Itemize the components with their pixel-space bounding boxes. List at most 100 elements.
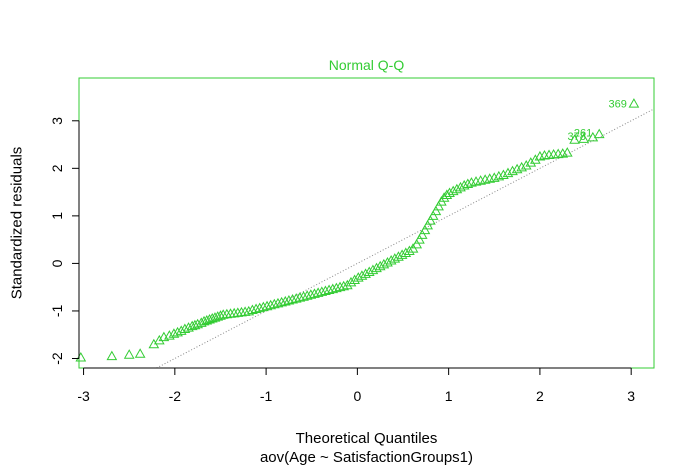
y-axis: -2 -1 0 1 2 3 [49, 117, 80, 365]
data-point [447, 185, 459, 196]
data-point [378, 258, 390, 269]
data-point [250, 303, 262, 314]
data-point [444, 187, 455, 198]
data-point [215, 310, 226, 320]
data-point [493, 170, 505, 181]
chart-subtitle: aov(Age ~ SatisfactionGroups1) [260, 449, 473, 466]
data-point [123, 349, 135, 359]
data-point [247, 304, 258, 314]
data-point [498, 169, 509, 179]
data-point [323, 284, 335, 295]
data-point [569, 134, 580, 144]
data-point [254, 302, 266, 313]
data-point [309, 288, 320, 298]
x-tick-label: -2 [169, 388, 182, 404]
data-point [427, 210, 439, 220]
data-point [258, 301, 269, 312]
data-point [283, 294, 295, 305]
data-point [305, 289, 317, 299]
data-point [458, 179, 470, 190]
data-point [367, 264, 379, 275]
data-point [106, 350, 118, 361]
data-point [507, 165, 518, 176]
data-point [134, 348, 146, 358]
data-point [628, 98, 640, 108]
y-tick-label: 3 [49, 117, 65, 125]
data-point [312, 287, 324, 297]
data-point [327, 283, 339, 294]
data-point [451, 183, 463, 194]
data-point [578, 133, 590, 143]
data-point [268, 298, 280, 309]
data-points [75, 98, 640, 362]
data-point [172, 326, 183, 337]
data-point [516, 161, 528, 172]
data-point [455, 181, 466, 192]
x-tick-label: 0 [353, 388, 361, 404]
reference-line [156, 108, 655, 369]
data-point [179, 323, 191, 334]
data-point [382, 256, 393, 267]
data-point [525, 157, 537, 167]
data-point [511, 163, 523, 174]
data-point [520, 159, 532, 170]
data-point [438, 192, 450, 202]
data-point [425, 215, 436, 225]
data-point [294, 292, 306, 302]
data-point [164, 330, 175, 340]
data-point [356, 270, 368, 280]
data-point [75, 352, 87, 362]
x-tick-label: -3 [77, 388, 90, 404]
data-point [345, 276, 357, 287]
data-point [272, 297, 284, 308]
data-point [488, 172, 500, 182]
y-tick-label: 1 [49, 212, 65, 220]
data-point [287, 294, 298, 304]
data-point [338, 280, 350, 291]
data-point [341, 279, 353, 290]
data-point [290, 293, 302, 303]
data-point [422, 219, 434, 230]
y-tick-label: -1 [49, 305, 65, 318]
data-point [419, 224, 431, 235]
point-label: 369 [609, 99, 627, 111]
y-tick-label: -2 [49, 352, 65, 365]
data-point [593, 128, 605, 139]
data-point [316, 286, 328, 296]
x-axis: -3 -2 -1 0 1 2 3 [77, 367, 635, 404]
data-point [416, 229, 428, 239]
y-tick-label: 0 [49, 259, 65, 267]
data-point [261, 300, 273, 311]
y-tick-label: 2 [49, 164, 65, 172]
x-tick-label: -1 [260, 388, 273, 404]
data-point [363, 266, 375, 276]
data-point [298, 291, 309, 301]
data-point [561, 147, 573, 157]
x-tick-label: 2 [536, 388, 544, 404]
data-point [334, 281, 346, 292]
x-tick-label: 1 [445, 388, 453, 404]
data-point [462, 178, 474, 189]
x-tick-label: 3 [627, 388, 635, 404]
data-point [502, 167, 514, 178]
data-point [265, 299, 277, 310]
data-point [371, 262, 382, 273]
data-point [414, 234, 425, 244]
data-point [393, 251, 404, 261]
data-point [374, 260, 386, 271]
data-point [352, 272, 364, 282]
data-point [360, 268, 371, 278]
x-axis-label: Theoretical Quantiles [296, 430, 438, 447]
data-point [301, 290, 313, 300]
point-label: 261 [574, 128, 592, 140]
data-point [279, 295, 291, 306]
data-point [331, 282, 342, 293]
data-point [243, 305, 255, 316]
data-point [529, 154, 541, 164]
data-point [175, 325, 187, 335]
point-label: 378 [567, 131, 585, 143]
data-point [404, 245, 415, 256]
data-point [153, 334, 165, 345]
data-point [385, 255, 397, 265]
